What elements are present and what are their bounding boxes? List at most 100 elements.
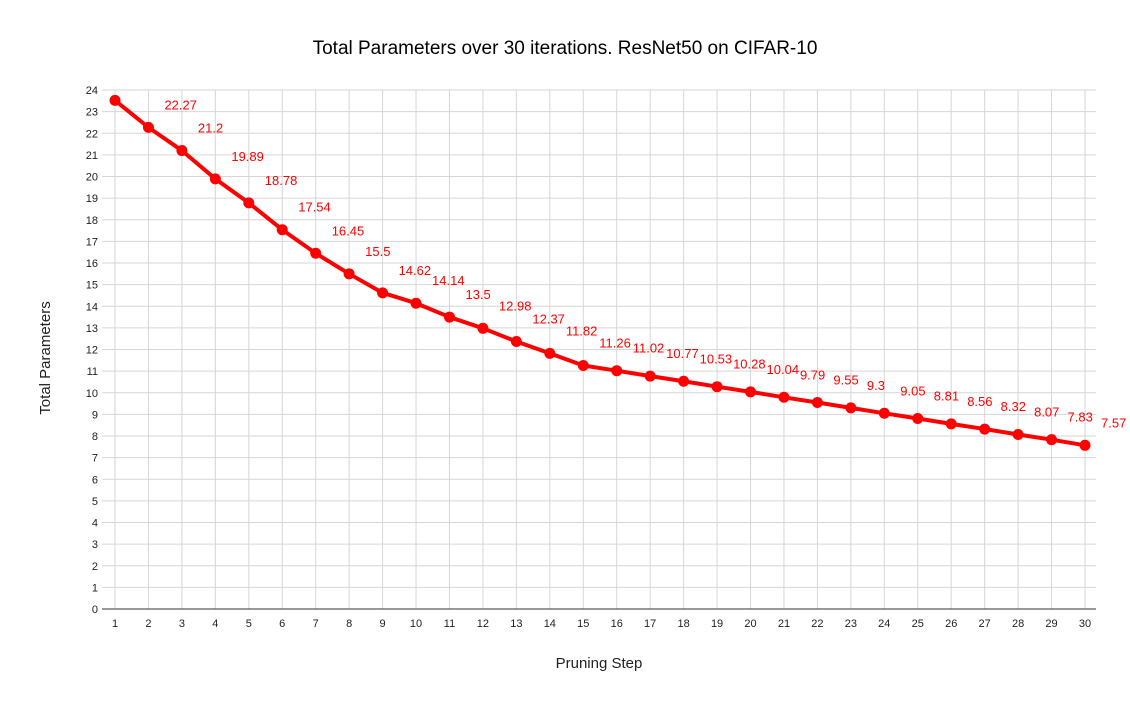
data-label: 11.82 — [566, 323, 598, 338]
data-point — [410, 297, 422, 309]
x-tick-label: 6 — [279, 618, 285, 630]
data-point — [310, 247, 322, 259]
x-tick-label: 24 — [878, 618, 890, 630]
data-label: 16.45 — [332, 223, 365, 238]
data-label: 10.77 — [666, 346, 699, 361]
data-label: 12.37 — [532, 311, 565, 326]
data-label: 10.28 — [733, 357, 766, 372]
y-tick-label: 13 — [86, 323, 98, 335]
y-tick-label: 2 — [92, 561, 98, 573]
data-point — [209, 173, 221, 185]
series — [109, 94, 1091, 451]
data-label: 15.5 — [365, 244, 390, 259]
data-label: 8.56 — [967, 394, 992, 409]
y-tick-label: 1 — [92, 582, 98, 594]
x-tick-label: 14 — [544, 618, 556, 630]
x-axis-ticks: 1 2 3 4 5 6 7 8 9 10 11 12 13 14 15 16 17 18 19 20 21 22 23 24 2… — [112, 618, 1091, 630]
data-point — [276, 224, 288, 236]
series-line — [113, 98, 1087, 448]
y-tick-label: 20 — [86, 172, 98, 184]
data-label: 14.62 — [399, 263, 432, 278]
x-tick-label: 9 — [380, 618, 386, 630]
data-label: 12.98 — [499, 298, 532, 313]
data-point — [544, 347, 556, 359]
x-tick-label: 20 — [744, 618, 756, 630]
data-label: 10.53 — [700, 351, 733, 366]
data-label: 19.89 — [231, 149, 264, 164]
x-tick-label: 12 — [477, 618, 489, 630]
data-point — [845, 402, 857, 414]
x-tick-label: 13 — [510, 618, 522, 630]
data-label: 11.02 — [633, 341, 665, 356]
x-tick-label: 15 — [577, 618, 589, 630]
data-label: 9.3 — [867, 378, 885, 393]
data-point — [443, 311, 455, 323]
data-label: 22.27 — [164, 97, 197, 112]
y-tick-label: 5 — [92, 496, 98, 508]
data-label: 14.14 — [432, 273, 465, 288]
y-tick-label: 4 — [92, 518, 98, 530]
data-label: 9.55 — [833, 372, 858, 387]
data-point — [711, 381, 723, 393]
y-tick-label: 22 — [86, 128, 98, 140]
data-point — [1012, 428, 1024, 440]
y-tick-label: 18 — [86, 215, 98, 227]
y-tick-label: 24 — [86, 85, 98, 97]
data-point — [243, 197, 255, 209]
x-tick-label: 25 — [912, 618, 924, 630]
y-tick-label: 11 — [87, 366, 98, 378]
y-tick-label: 17 — [86, 236, 98, 248]
y-tick-label: 15 — [86, 280, 98, 292]
y-tick-label: 23 — [86, 107, 98, 119]
data-point — [343, 268, 355, 280]
data-point — [611, 365, 623, 377]
x-tick-label: 28 — [1012, 618, 1024, 630]
x-tick-label: 8 — [346, 618, 352, 630]
y-tick-label: 0 — [92, 604, 98, 616]
y-tick-label: 16 — [86, 258, 98, 270]
data-point — [945, 418, 957, 430]
x-tick-label: 30 — [1079, 618, 1091, 630]
data-label: 10.04 — [767, 362, 800, 377]
y-tick-label: 7 — [92, 453, 98, 465]
data-point — [912, 412, 924, 424]
data-point — [109, 94, 121, 106]
data-point — [510, 335, 522, 347]
data-point — [1079, 439, 1091, 451]
x-tick-label: 23 — [845, 618, 857, 630]
data-point — [878, 407, 890, 419]
y-tick-label: 10 — [86, 388, 98, 400]
x-tick-label: 27 — [979, 618, 991, 630]
y-tick-label: 9 — [92, 409, 98, 421]
x-tick-label: 10 — [410, 618, 422, 630]
y-tick-label: 12 — [86, 345, 98, 357]
y-axis-title: Total Parameters — [37, 301, 54, 414]
data-label: 9.05 — [900, 383, 925, 398]
x-tick-label: 2 — [145, 618, 151, 630]
y-tick-label: 14 — [86, 301, 98, 313]
y-tick-label: 3 — [92, 539, 98, 551]
chart-title: Total Parameters over 30 iterations. Res… — [313, 38, 818, 59]
data-label: 11.26 — [599, 336, 631, 351]
x-tick-label: 1 — [112, 618, 118, 630]
x-tick-label: 11 — [444, 618, 455, 630]
data-point — [979, 423, 991, 435]
x-tick-label: 21 — [778, 618, 790, 630]
data-point — [577, 360, 589, 372]
x-tick-label: 4 — [212, 618, 218, 630]
x-tick-label: 29 — [1045, 618, 1057, 630]
data-point — [142, 121, 154, 133]
x-tick-label: 16 — [611, 618, 623, 630]
data-point — [811, 396, 823, 408]
y-tick-label: 8 — [92, 431, 98, 443]
grid — [102, 89, 1096, 609]
data-point — [176, 145, 188, 157]
data-point — [477, 322, 489, 334]
data-label: 21.2 — [198, 121, 223, 136]
y-tick-label: 19 — [86, 193, 98, 205]
y-tick-label: 6 — [92, 474, 98, 486]
x-tick-label: 26 — [945, 618, 957, 630]
